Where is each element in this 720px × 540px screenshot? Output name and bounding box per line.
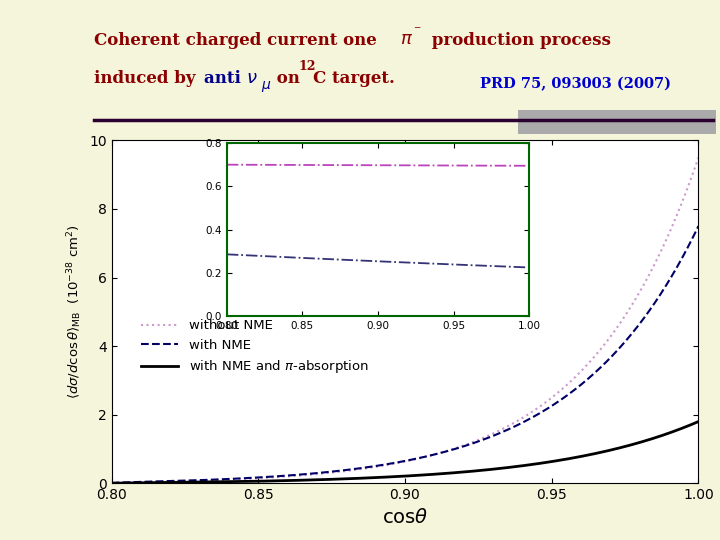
Text: anti: anti [204, 70, 246, 87]
Legend: without NME, with NME, with NME and $\pi$-absorption: without NME, with NME, with NME and $\pi… [136, 314, 374, 381]
Bar [518, 110, 716, 134]
Text: $\mu$: $\mu$ [261, 79, 271, 94]
X-axis label: cos$\theta$: cos$\theta$ [382, 508, 428, 526]
Text: on: on [271, 70, 306, 87]
Text: Coherent charged current one: Coherent charged current one [94, 32, 382, 49]
Y-axis label: $\langle d\sigma/d\cos\theta\rangle_{\rm MB}$  $(10^{-38}\ \rm{cm}^2)$: $\langle d\sigma/d\cos\theta\rangle_{\rm… [65, 225, 84, 399]
Text: $^{-}$: $^{-}$ [413, 24, 421, 37]
Text: induced by: induced by [94, 70, 201, 87]
Text: production process: production process [426, 32, 611, 49]
Text: $\nu$: $\nu$ [246, 69, 258, 87]
Text: 12: 12 [299, 60, 316, 73]
Text: $\pi$: $\pi$ [400, 30, 413, 49]
Text: C target.: C target. [313, 70, 395, 87]
Text: PRD 75, 093003 (2007): PRD 75, 093003 (2007) [480, 77, 672, 91]
